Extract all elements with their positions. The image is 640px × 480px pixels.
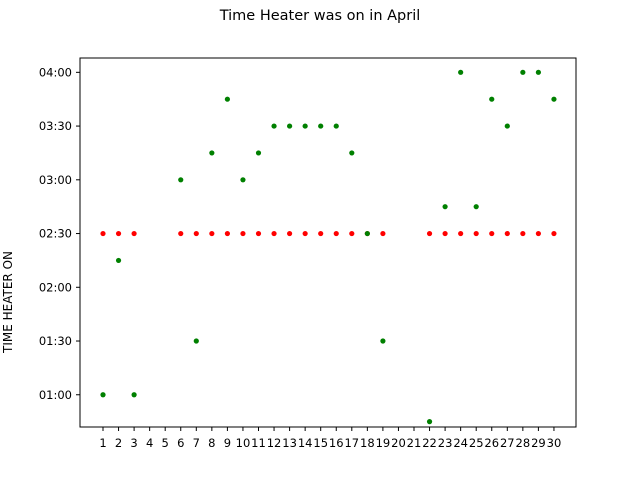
data-point — [535, 69, 542, 75]
x-tick-label: 16 — [329, 436, 344, 450]
x-tick-label: 17 — [344, 436, 359, 450]
data-point — [271, 123, 277, 129]
x-tick-label: 6 — [177, 436, 184, 450]
x-tick-label: 30 — [547, 436, 562, 450]
chart-title: Time Heater was on in April — [219, 8, 421, 24]
data-point — [473, 230, 479, 237]
data-point — [193, 230, 199, 237]
data-point — [380, 230, 386, 237]
data-point — [224, 96, 230, 102]
data-point — [224, 230, 230, 237]
x-tick-label: 14 — [298, 436, 313, 450]
y-tick-label: 02:30 — [39, 227, 72, 241]
data-point — [100, 392, 106, 398]
data-point — [535, 230, 542, 237]
x-tick-label: 4 — [146, 436, 153, 450]
x-tick-label: 9 — [224, 436, 231, 450]
data-point — [333, 123, 339, 129]
y-tick-label: 02:00 — [39, 280, 72, 294]
x-tick-label: 3 — [130, 436, 137, 450]
data-point — [333, 230, 339, 237]
data-point — [551, 230, 557, 237]
data-point — [255, 230, 262, 237]
data-point — [426, 230, 433, 237]
x-tick-label: 28 — [516, 436, 531, 450]
x-tick-label: 7 — [193, 436, 200, 450]
data-point — [442, 204, 448, 210]
data-point — [209, 150, 215, 156]
x-tick-label: 20 — [391, 436, 406, 450]
x-tick-label: 26 — [484, 436, 499, 450]
x-tick-label: 23 — [438, 436, 453, 450]
x-tick-label: 24 — [453, 436, 468, 450]
x-tick-label: 13 — [282, 436, 297, 450]
data-point — [473, 204, 479, 210]
data-point — [131, 392, 137, 398]
data-point — [442, 230, 448, 237]
data-point — [318, 230, 324, 237]
data-point — [318, 123, 324, 129]
data-point — [489, 230, 495, 237]
x-tick-label: 11 — [251, 436, 266, 450]
data-point — [287, 230, 293, 237]
x-tick-label: 15 — [313, 436, 328, 450]
data-point — [489, 96, 495, 102]
data-point — [100, 230, 106, 237]
x-tick-label: 27 — [500, 436, 515, 450]
x-tick-label: 12 — [267, 436, 282, 450]
data-point — [458, 69, 464, 75]
y-tick-label: 01:30 — [39, 334, 72, 348]
data-point — [426, 419, 433, 425]
data-point — [240, 177, 246, 183]
data-point — [115, 257, 122, 264]
x-tick-label: 10 — [236, 436, 251, 450]
data-point — [349, 230, 355, 237]
x-tick-label: 1 — [99, 436, 106, 450]
data-point — [271, 230, 277, 237]
data-point — [255, 150, 262, 156]
x-tick-label: 18 — [360, 436, 375, 450]
x-tick-label: 5 — [162, 436, 169, 450]
data-point — [178, 177, 184, 183]
x-tick-label: 25 — [469, 436, 484, 450]
y-tick-label: 03:00 — [39, 173, 72, 187]
data-point — [240, 230, 246, 237]
data-point — [520, 69, 526, 75]
data-point — [364, 230, 370, 237]
data-point — [302, 230, 308, 237]
data-point — [349, 150, 355, 156]
data-point — [302, 123, 308, 129]
data-point — [193, 338, 199, 344]
data-point — [458, 230, 464, 237]
data-point — [115, 230, 122, 237]
y-tick-label: 03:30 — [39, 119, 72, 133]
data-point — [520, 230, 526, 237]
data-point — [380, 338, 386, 344]
x-tick-label: 2 — [115, 436, 122, 450]
x-tick-label: 8 — [208, 436, 215, 450]
y-tick-label: 04:00 — [39, 65, 72, 79]
data-point — [209, 230, 215, 237]
data-point — [178, 230, 184, 237]
plot-frame — [79, 57, 577, 428]
data-points — [100, 69, 557, 425]
y-tick-label: 01:00 — [39, 388, 72, 402]
data-point — [551, 96, 557, 102]
x-tick-label: 21 — [407, 436, 422, 450]
axis-ticks: 1 2 3 4 5 6 7 8 9 10 11 12 13 14 15 16 17 18 19 20 21 22 23 24 2… — [39, 65, 561, 450]
x-tick-label: 22 — [422, 436, 437, 450]
data-point — [504, 230, 510, 237]
data-point — [131, 230, 137, 237]
x-tick-label: 29 — [531, 436, 546, 450]
x-tick-label: 19 — [376, 436, 391, 450]
data-point — [287, 123, 293, 129]
data-point — [504, 123, 510, 129]
